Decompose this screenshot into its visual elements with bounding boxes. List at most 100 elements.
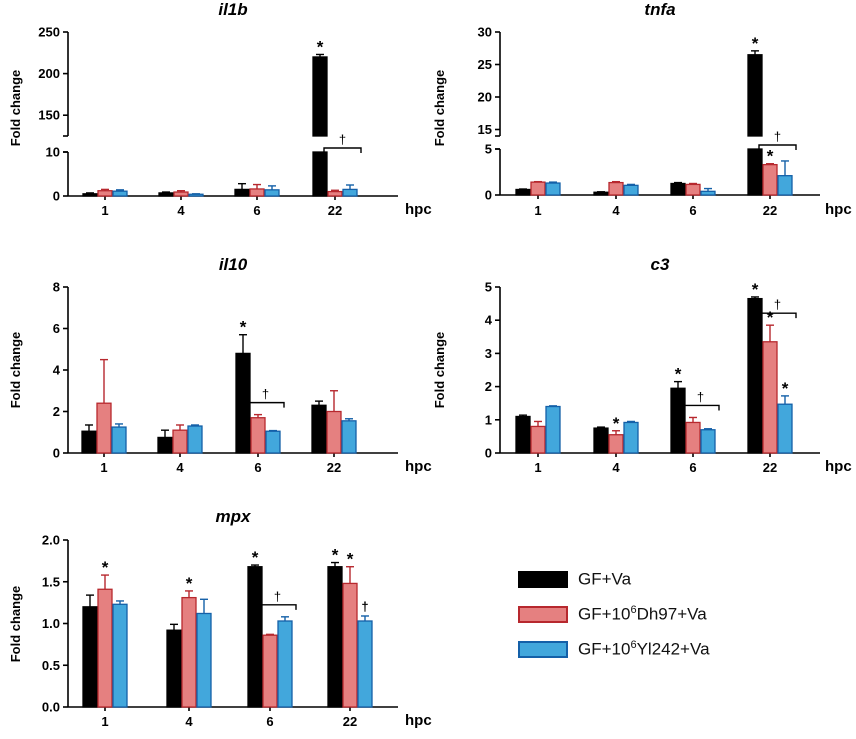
- il10-y-tick-label: 8: [53, 280, 60, 295]
- c3-bar: [670, 387, 686, 454]
- c3-y-tick-label: 3: [485, 346, 492, 361]
- mpx-y-tick-label: 0.5: [42, 658, 60, 673]
- tnfa-bar: [747, 54, 763, 137]
- il10-bar: [311, 404, 327, 454]
- il10-bar: [96, 402, 112, 454]
- mpx-title: mpx: [216, 507, 253, 526]
- c3-bar: [593, 427, 609, 454]
- tnfa-x-tick-label: 22: [763, 203, 777, 218]
- il10-significance-bracket: [246, 401, 285, 408]
- legend-item-gf-va: GF+Va: [518, 562, 710, 597]
- il1b-y-tick-label: 10: [46, 145, 60, 160]
- tnfa-y-tick-label: 15: [478, 122, 492, 137]
- mpx-y-tick-label: 1.5: [42, 574, 60, 589]
- il1b-y-tick-label: 0: [53, 189, 60, 204]
- mpx-bar: [82, 606, 98, 708]
- il10-bar: [111, 426, 127, 454]
- il1b-bar: [264, 189, 280, 197]
- mpx-x-tick-label: 22: [343, 714, 357, 729]
- il10-y-axis-label: Fold change: [8, 332, 23, 409]
- c3-y-tick-label: 0: [485, 446, 492, 461]
- c3-significance-bracket: [758, 312, 797, 319]
- c3-bar: [623, 421, 639, 454]
- il1b-x-axis-label: hpc: [405, 201, 432, 218]
- c3-dagger-mark: †: [697, 389, 704, 404]
- il1b-bar: [173, 191, 189, 197]
- tnfa-bar: [623, 184, 639, 196]
- tnfa-y-tick-label: 25: [478, 57, 492, 72]
- il10-y-tick-label: 4: [53, 363, 61, 378]
- c3-y-tick-label: 1: [485, 412, 492, 427]
- mpx-bar: [357, 620, 373, 708]
- c3-y-tick-label: 5: [485, 280, 492, 295]
- il1b-bar-lower: [312, 151, 328, 197]
- il1b-y-tick-label: 200: [38, 66, 60, 81]
- il10-y-tick-label: 2: [53, 404, 60, 419]
- c3-title: c3: [651, 255, 670, 274]
- c3-significance-bracket: [681, 404, 720, 411]
- il10-x-tick-label: 22: [327, 460, 341, 475]
- mpx-y-tick-label: 2.0: [42, 533, 60, 548]
- il1b-bar: [112, 190, 128, 197]
- legend-swatch-yl242: [518, 641, 568, 658]
- mpx-bar: [196, 612, 212, 708]
- il1b-bar: [327, 190, 343, 197]
- mpx-bar: [112, 603, 128, 708]
- tnfa-bar: [670, 182, 686, 196]
- il10-bar: [81, 430, 97, 454]
- il1b-star-mark: *: [317, 37, 324, 56]
- il10-x-tick-label: 6: [254, 460, 261, 475]
- legend-swatch-gf-va: [518, 571, 568, 588]
- il10-x-axis-label: hpc: [405, 458, 432, 475]
- tnfa-y-tick-label: 20: [478, 90, 492, 105]
- mpx-dagger-mark: †: [274, 589, 281, 604]
- mpx-bar: [97, 588, 113, 708]
- c3-x-tick-label: 6: [689, 460, 696, 475]
- il10-dagger-mark: †: [262, 387, 269, 402]
- legend-label-yl242: GF+106Yl242+Va: [578, 639, 710, 659]
- tnfa-bar-lower: [747, 148, 763, 196]
- il10-y-tick-label: 6: [53, 321, 60, 336]
- mpx-bar: [342, 582, 358, 708]
- il1b-y-tick-label: 150: [38, 108, 60, 123]
- mpx-significance-bracket: [258, 604, 297, 610]
- mpx-bar: [247, 566, 263, 708]
- tnfa-star-mark: *: [752, 34, 759, 53]
- c3-bar: [700, 429, 716, 454]
- mpx-star-mark: *: [252, 548, 259, 567]
- il1b-dagger-mark: †: [339, 132, 346, 147]
- il10-bar: [341, 420, 357, 454]
- mpx-y-tick-label: 1.0: [42, 616, 60, 631]
- il10-bar: [157, 436, 173, 454]
- legend-item-yl242: GF+106Yl242+Va: [518, 632, 710, 667]
- mpx-bar: [262, 634, 278, 708]
- tnfa-dagger-mark: †: [774, 129, 781, 144]
- legend: GF+Va GF+106Dh97+Va GF+106Yl242+Va: [518, 562, 710, 667]
- c3-bar: [608, 434, 624, 454]
- tnfa-bar: [762, 163, 778, 196]
- il10-x-tick-label: 4: [176, 460, 184, 475]
- c3-y-axis-label: Fold change: [432, 332, 447, 409]
- c3-bar: [530, 425, 546, 454]
- il10-bar: [172, 429, 188, 454]
- tnfa-x-tick-label: 6: [689, 203, 696, 218]
- c3-star-mark: *: [752, 280, 759, 299]
- tnfa-bar: [685, 183, 701, 196]
- il10-title: il10: [219, 255, 248, 274]
- tnfa-y-tick-label: 5: [485, 142, 492, 157]
- tnfa-y-tick-label: 0: [485, 188, 492, 203]
- mpx-star-mark: *: [332, 546, 339, 565]
- tnfa-bar: [608, 181, 624, 196]
- mpx-x-tick-label: 6: [266, 714, 273, 729]
- mpx-bar: [166, 629, 182, 708]
- il1b-bar: [158, 192, 174, 197]
- il1b-bar: [312, 56, 328, 137]
- c3-star-mark: *: [767, 308, 774, 327]
- c3-x-axis-label: hpc: [825, 458, 852, 475]
- legend-item-dh97: GF+106Dh97+Va: [518, 597, 710, 632]
- c3-x-tick-label: 22: [763, 460, 777, 475]
- mpx-dagger-mark: †: [361, 599, 368, 614]
- c3-bar: [515, 415, 531, 454]
- tnfa-bar: [530, 181, 546, 196]
- il1b-bar: [97, 190, 113, 197]
